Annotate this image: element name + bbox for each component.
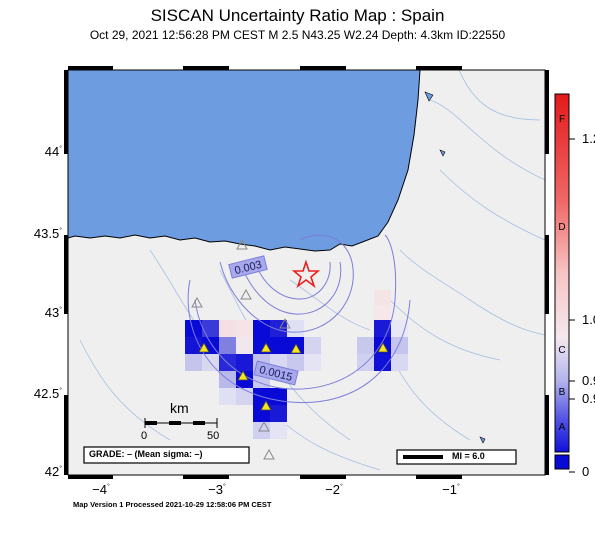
stations-inactive	[191, 238, 291, 460]
grade-letter-c: C	[558, 345, 565, 356]
scale-unit: km	[170, 400, 189, 416]
stations-active	[198, 342, 389, 411]
scale-bar	[144, 418, 218, 428]
event-info: Oct 29, 2021 12:56:28 PM CEST M 2.5 N43.…	[89, 28, 506, 42]
grade-letter-d: D	[558, 222, 565, 233]
scale-start: 0	[141, 430, 148, 442]
lon-label-3w: −3°	[208, 482, 226, 497]
map-frame	[64, 66, 549, 479]
grade-box	[83, 446, 250, 464]
processed-footer: Map Version 1 Processed 2021-10-29 12:58…	[73, 500, 272, 509]
lat-label-42: 42°	[44, 464, 62, 479]
colorbar-value-0-9a: 0.9	[582, 373, 595, 388]
sea-area	[68, 70, 421, 252]
lon-label-1w: −1°	[442, 482, 460, 497]
colorbar	[554, 93, 570, 453]
grade-letter-a: A	[559, 422, 566, 433]
colorbar-value-0-9b: 0.9	[582, 391, 595, 406]
lon-label-2w: −2°	[325, 482, 343, 497]
scale-end: 50	[207, 430, 220, 442]
map-title: SISCAN Uncertainty Ratio Map : Spain	[150, 6, 445, 25]
mi-legend-line	[403, 455, 443, 459]
colorbar-zero-swatch	[554, 454, 570, 470]
lat-label-44: 44°	[44, 144, 62, 159]
mi-legend-text: MI = 6.0	[452, 451, 485, 461]
contour-label-1: 0.003	[228, 255, 268, 279]
colorbar-value-1-0: 1.0	[582, 312, 595, 327]
lat-label-42-5: 42.5°	[33, 386, 62, 401]
grade-text: GRADE: – (Mean sigma: –)	[89, 449, 203, 459]
grade-letter-f: F	[559, 114, 565, 125]
contours	[187, 234, 411, 404]
colorbar-value-1-2: 1.2	[582, 131, 595, 146]
mi-legend-box	[396, 449, 517, 465]
grade-letter-b: B	[559, 387, 566, 398]
lat-label-43-5: 43.5°	[33, 226, 62, 241]
lon-label-4w: −4°	[92, 482, 110, 497]
colorbar-value-0: 0	[582, 464, 590, 479]
epicenter-star	[291, 259, 321, 289]
lat-label-43: 43°	[44, 305, 62, 320]
